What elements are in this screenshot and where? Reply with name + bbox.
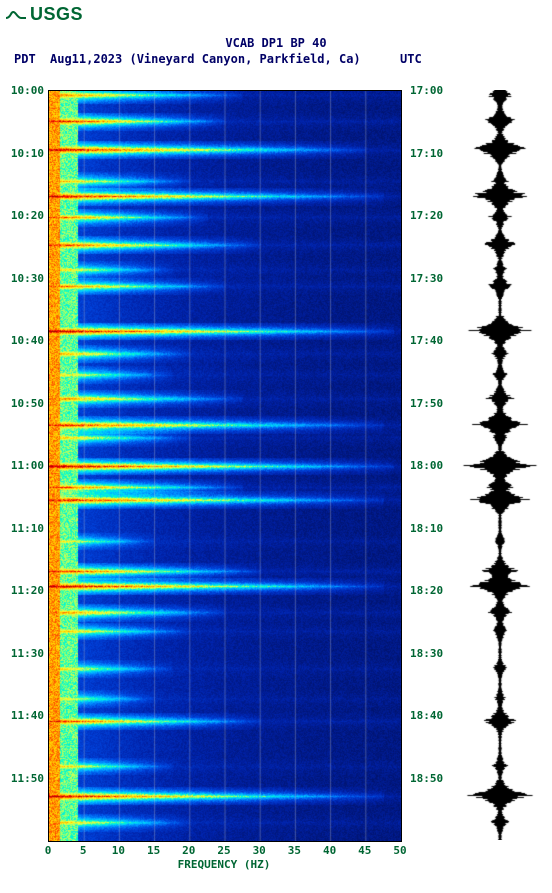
ytick-right: 18:50 [410,772,443,785]
title-line-1: VCAB DP1 BP 40 [0,36,552,50]
usgs-logo: USGS [6,4,83,25]
xtick: 25 [217,844,230,857]
ytick-left: 10:40 [0,334,44,347]
spectrogram-plot [48,90,402,842]
xtick: 40 [323,844,336,857]
ytick-right: 18:40 [410,709,443,722]
usgs-logo-text: USGS [30,4,83,25]
ytick-right: 18:10 [410,522,443,535]
seismogram-canvas [455,90,545,840]
ytick-left: 11:00 [0,459,44,472]
ytick-left: 11:40 [0,709,44,722]
ytick-left: 10:00 [0,84,44,97]
xtick: 30 [253,844,266,857]
ytick-right: 18:00 [410,459,443,472]
x-axis-label: FREQUENCY (HZ) [48,858,400,871]
ytick-left: 10:50 [0,397,44,410]
xtick: 35 [288,844,301,857]
ytick-left: 11:20 [0,584,44,597]
ytick-right: 17:10 [410,147,443,160]
xtick: 5 [80,844,87,857]
ytick-right: 17:30 [410,272,443,285]
spectrogram-canvas [49,91,401,841]
xtick: 45 [358,844,371,857]
ytick-left: 10:20 [0,209,44,222]
xtick: 15 [147,844,160,857]
ytick-left: 11:30 [0,647,44,660]
ytick-right: 17:20 [410,209,443,222]
timezone-right: UTC [400,52,422,66]
ytick-right: 17:50 [410,397,443,410]
seismogram-plot [455,90,545,840]
xtick: 20 [182,844,195,857]
xtick: 10 [112,844,125,857]
ytick-right: 17:00 [410,84,443,97]
ytick-left: 11:10 [0,522,44,535]
ytick-left: 10:10 [0,147,44,160]
chart-subtitle: Aug11,2023 (Vineyard Canyon, Parkfield, … [50,52,361,66]
xtick: 0 [45,844,52,857]
ytick-right: 17:40 [410,334,443,347]
ytick-right: 18:20 [410,584,443,597]
ytick-right: 18:30 [410,647,443,660]
xtick: 50 [393,844,406,857]
timezone-left: PDT [14,52,36,66]
ytick-left: 10:30 [0,272,44,285]
chart-title: VCAB DP1 BP 40 [0,36,552,52]
ytick-left: 11:50 [0,772,44,785]
usgs-wave-icon [6,8,26,22]
